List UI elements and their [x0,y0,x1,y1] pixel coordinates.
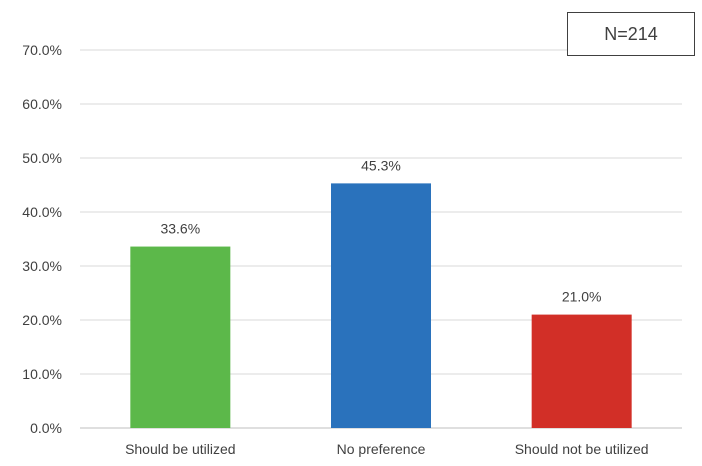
bar [130,246,231,428]
category-label: Should not be utilized [515,441,649,457]
category-label: No preference [337,441,426,457]
y-tick-label: 40.0% [22,204,62,220]
category-labels: Should be utilized No preference Should no… [125,441,649,457]
y-tick-label: 70.0% [22,42,62,58]
category-label: Should be utilized [125,441,236,457]
y-tick-label: 30.0% [22,258,62,274]
bars [130,183,632,428]
sample-size-annotation: N=214 [567,12,695,56]
data-label: 45.3% [361,157,401,173]
y-tick-label: 50.0% [22,150,62,166]
y-axis-ticks: 0.0% 10.0% 20.0% 30.0% 40.0% 50.0% 60.0% 70.0% [22,42,62,436]
sample-size-text: N=214 [604,23,658,44]
data-label: 33.6% [160,221,200,237]
data-label: 21.0% [562,289,602,305]
y-tick-label: 0.0% [30,420,62,436]
y-tick-label: 60.0% [22,96,62,112]
y-tick-label: 20.0% [22,312,62,328]
data-labels: 33.6% 45.3% 21.0% [160,157,601,304]
bar [531,314,632,428]
bar [331,183,431,428]
y-tick-label: 10.0% [22,366,62,382]
